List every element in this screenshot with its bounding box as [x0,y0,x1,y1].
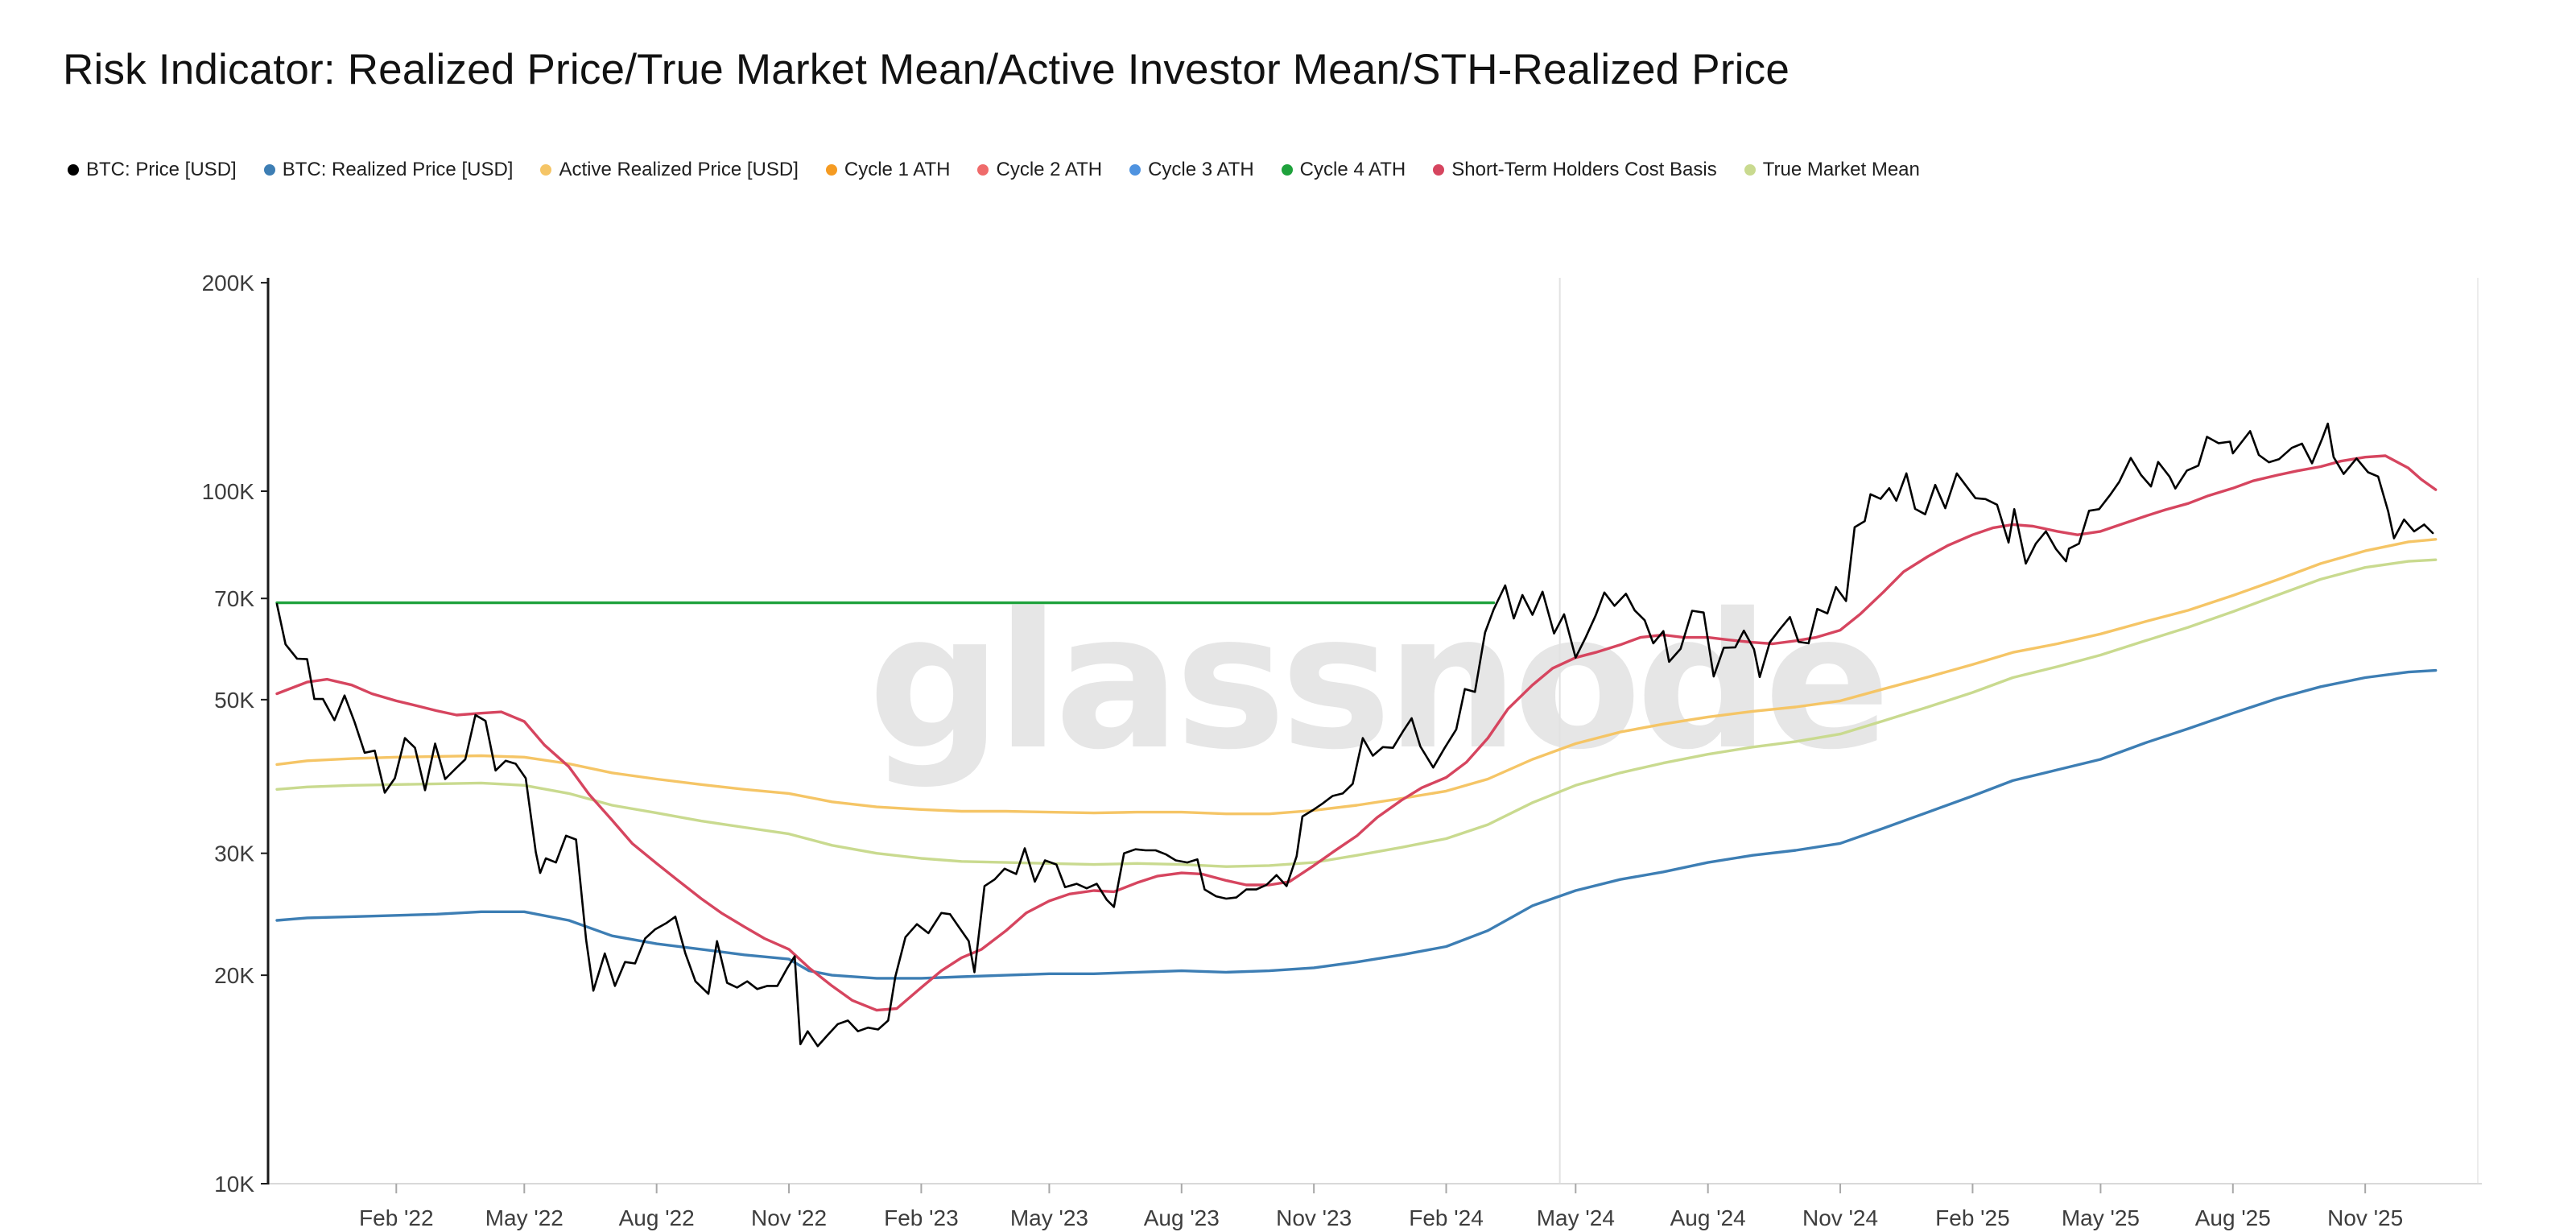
legend-color-dot-icon [825,164,837,176]
x-axis-label: May '25 [2062,1205,2140,1230]
x-axis-label: Feb '24 [1409,1205,1484,1230]
legend-color-dot-icon [1744,164,1756,176]
legend-color-dot-icon [68,164,79,176]
legend-item-label: BTC: Price [USD] [86,159,237,180]
y-axis-label: 10K [214,1172,254,1197]
legend-item[interactable]: Active Realized Price [USD] [540,159,799,181]
x-axis-label: Aug '22 [619,1205,695,1230]
x-axis-label: Nov '22 [751,1205,827,1230]
chart-title: Risk Indicator: Realized Price/True Mark… [63,46,1790,93]
y-axis-label: 200K [202,271,255,296]
x-axis-label: Nov '23 [1276,1205,1352,1230]
x-axis-label: May '23 [1010,1205,1088,1230]
legend-color-dot-icon [540,164,552,176]
x-axis-label: Aug '24 [1670,1205,1746,1230]
x-axis-label: Aug '23 [1144,1205,1220,1230]
legend: BTC: Price [USD] BTC: Realized Price [USD… [68,159,1920,181]
legend-item-label: Cycle 3 ATH [1148,159,1254,180]
legend-item[interactable]: BTC: Realized Price [USD] [263,159,514,181]
series-line-short-term-holders-cost-basis [275,454,2438,1012]
x-axis-label: May '22 [485,1205,564,1230]
legend-item-label: Cycle 2 ATH [996,159,1103,180]
legend-item-label: Short-Term Holders Cost Basis [1451,159,1717,180]
x-axis-label: Aug '25 [2195,1205,2271,1230]
x-axis-label: Nov '25 [2327,1205,2403,1230]
legend-item-label: Active Realized Price [USD] [559,159,799,180]
y-axis-label: 50K [214,688,254,713]
legend-item[interactable]: BTC: Price [USD] [68,159,237,181]
y-axis-label: 30K [214,841,254,866]
series-line-true-market-mean [275,558,2438,868]
legend-item[interactable]: Cycle 4 ATH [1281,159,1406,181]
legend-item-label: True Market Mean [1762,159,1920,180]
series-line-btc-realized-price-usd [275,668,2438,980]
legend-color-dot-icon [977,164,989,176]
legend-item-label: BTC: Realized Price [USD] [282,159,514,180]
x-axis-label: Feb '23 [884,1205,959,1230]
series-line-active-realized-price-usd [275,538,2438,816]
legend-color-dot-icon [1433,164,1445,176]
x-axis-label: Nov '24 [1802,1205,1878,1230]
legend-item[interactable]: Cycle 2 ATH [977,159,1102,181]
legend-color-dot-icon [1129,164,1141,176]
series-line-btc-price-usd [275,422,2434,1048]
y-axis-label: 100K [202,479,255,504]
legend-item[interactable]: Short-Term Holders Cost Basis [1433,159,1717,181]
legend-item[interactable]: True Market Mean [1744,159,1920,181]
y-axis-label: 20K [214,963,254,988]
legend-item[interactable]: Cycle 3 ATH [1129,159,1254,181]
x-axis-label: May '24 [1537,1205,1615,1230]
y-axis-label: 70K [214,586,254,611]
x-axis-label: Feb '22 [359,1205,434,1230]
legend-item-label: Cycle 1 ATH [844,159,951,180]
legend-color-dot-icon [1281,164,1293,176]
legend-color-dot-icon [263,164,275,176]
x-axis-label: Feb '25 [1935,1205,2010,1230]
legend-item[interactable]: Cycle 1 ATH [825,159,951,181]
glassnode-watermark: glassnode [868,573,1890,791]
legend-item-label: Cycle 4 ATH [1299,159,1406,180]
